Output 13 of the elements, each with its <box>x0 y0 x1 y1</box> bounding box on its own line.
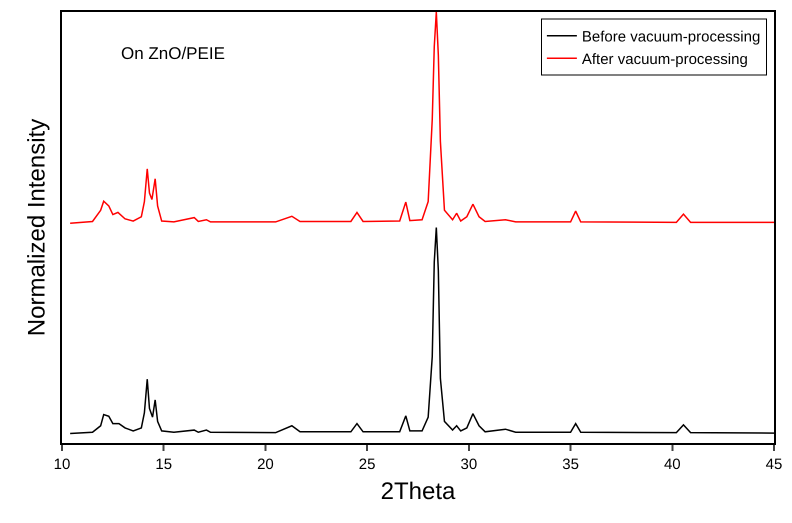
x-tick-label: 10 <box>54 456 70 473</box>
x-tick-label: 20 <box>257 456 274 473</box>
x-tick-label: 25 <box>358 456 376 473</box>
x-tick-label: 40 <box>664 456 681 473</box>
legend-label: Before vacuum-processing <box>582 28 760 46</box>
x-tick-label: 35 <box>562 456 579 473</box>
legend-label: After vacuum-processing <box>582 51 748 68</box>
x-tick-label: 15 <box>155 456 172 473</box>
x-tick-label: 45 <box>766 456 782 473</box>
x-axis-title: 2Theta <box>380 478 456 505</box>
y-axis-title: Normalized Intensity <box>24 118 51 336</box>
annotation: On ZnO/PEIE <box>121 44 225 63</box>
x-tick-label: 30 <box>460 456 478 473</box>
